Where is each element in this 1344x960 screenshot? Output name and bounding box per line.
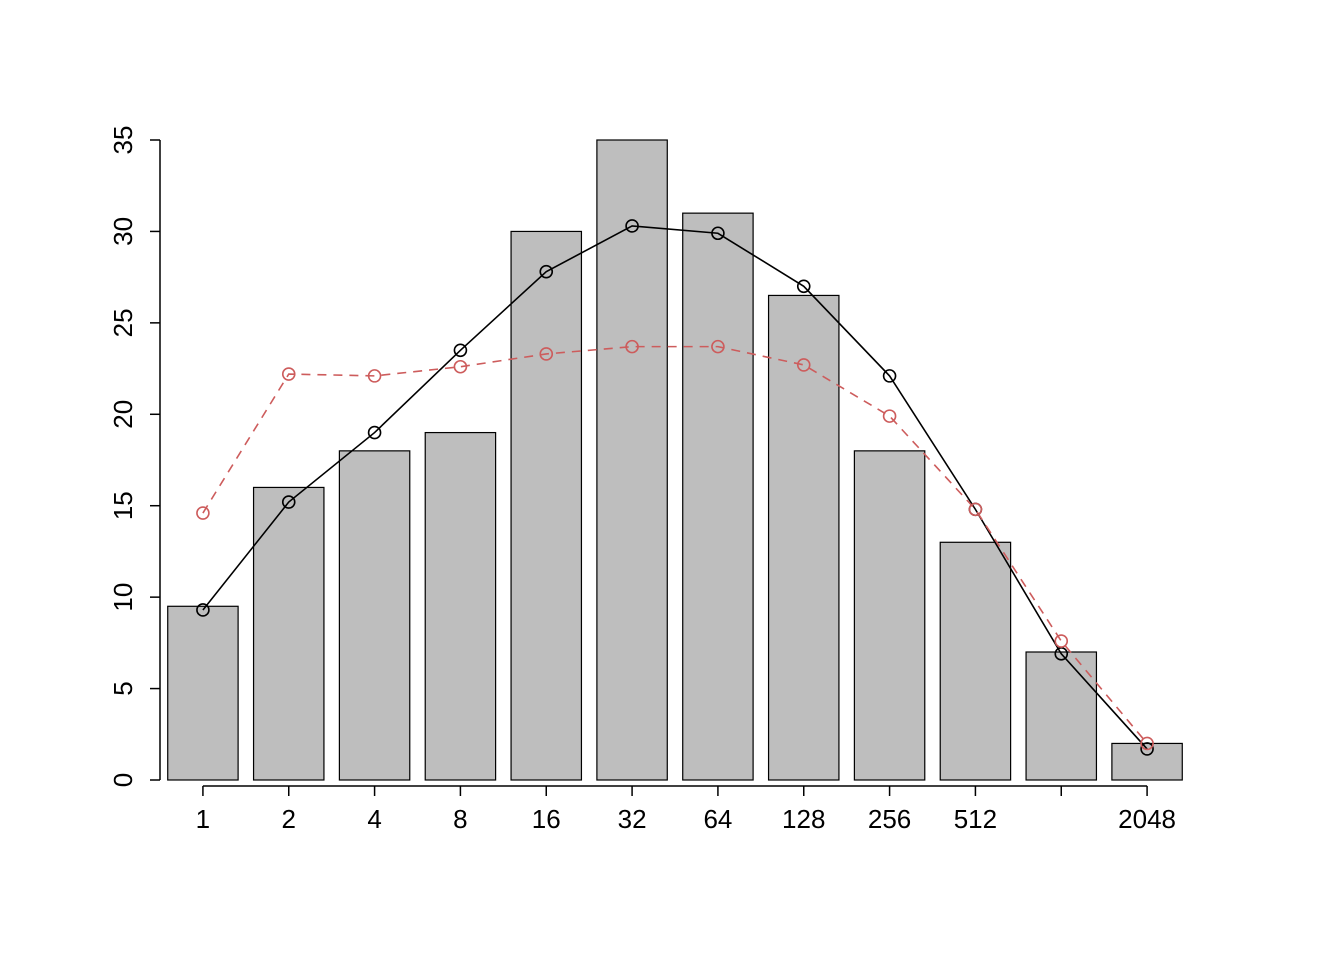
y-tick-label: 20 xyxy=(108,400,138,429)
bar xyxy=(854,451,924,780)
x-tick-label: 2 xyxy=(282,804,296,834)
x-tick-label: 1 xyxy=(196,804,210,834)
y-tick-label: 5 xyxy=(108,681,138,695)
y-tick-label: 30 xyxy=(108,217,138,246)
bar xyxy=(597,140,667,780)
bar xyxy=(339,451,409,780)
y-tick-label: 35 xyxy=(108,126,138,155)
bar xyxy=(511,231,581,780)
y-tick-label: 15 xyxy=(108,491,138,520)
x-tick-label: 512 xyxy=(954,804,997,834)
bar xyxy=(254,487,324,780)
combined-chart: 0 5 10 15 20 25 30 35 1 2 4 8 16 32 64 128 256 512 2048 xyxy=(0,0,1344,960)
x-tick-label: 32 xyxy=(618,804,647,834)
bar xyxy=(425,433,495,780)
x-tick-label: 256 xyxy=(868,804,911,834)
bar xyxy=(168,606,238,780)
y-tick-label: 0 xyxy=(108,773,138,787)
x-tick-label: 64 xyxy=(703,804,732,834)
bar xyxy=(769,295,839,780)
y-tick-label: 25 xyxy=(108,308,138,337)
bar xyxy=(683,213,753,780)
x-tick-label: 128 xyxy=(782,804,825,834)
y-tick-label: 10 xyxy=(108,583,138,612)
bar xyxy=(940,542,1010,780)
x-tick-label: 2048 xyxy=(1118,804,1176,834)
x-tick-label: 16 xyxy=(532,804,561,834)
x-tick-label: 4 xyxy=(367,804,381,834)
x-tick-label: 8 xyxy=(453,804,467,834)
